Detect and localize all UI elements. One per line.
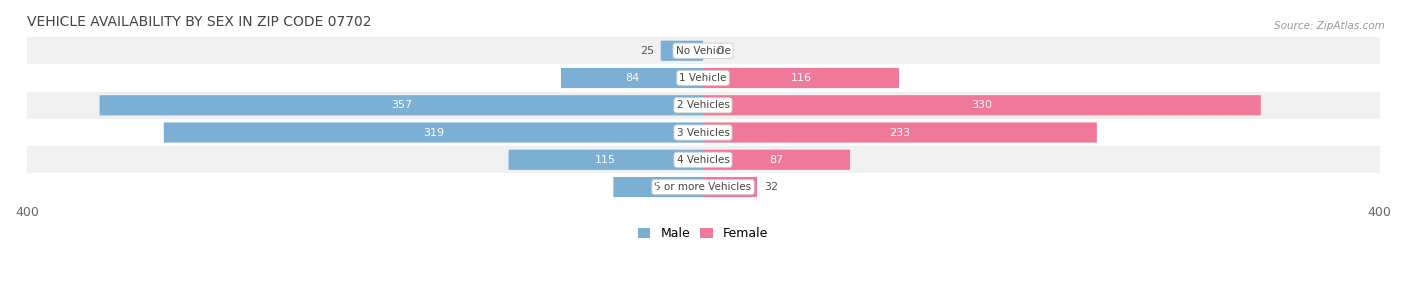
Text: 357: 357: [391, 100, 412, 110]
Text: 4 Vehicles: 4 Vehicles: [676, 155, 730, 165]
FancyBboxPatch shape: [613, 177, 703, 197]
Text: 1 Vehicle: 1 Vehicle: [679, 73, 727, 83]
Text: 233: 233: [890, 128, 911, 137]
Text: 2 Vehicles: 2 Vehicles: [676, 100, 730, 110]
Text: 115: 115: [595, 155, 616, 165]
Text: Source: ZipAtlas.com: Source: ZipAtlas.com: [1274, 21, 1385, 32]
Text: 0: 0: [717, 46, 724, 56]
FancyBboxPatch shape: [703, 122, 1097, 143]
Legend: Male, Female: Male, Female: [638, 227, 768, 240]
FancyBboxPatch shape: [163, 122, 703, 143]
Text: 32: 32: [763, 182, 778, 192]
Text: 84: 84: [624, 73, 640, 83]
Bar: [27, 64, 1379, 91]
FancyBboxPatch shape: [561, 68, 703, 88]
Text: 25: 25: [640, 46, 654, 56]
FancyBboxPatch shape: [703, 68, 898, 88]
Text: No Vehicle: No Vehicle: [675, 46, 731, 56]
FancyBboxPatch shape: [703, 177, 758, 197]
Bar: [27, 37, 1379, 64]
Text: 319: 319: [423, 128, 444, 137]
Bar: [27, 119, 1379, 146]
Text: 87: 87: [769, 155, 783, 165]
Text: 5 or more Vehicles: 5 or more Vehicles: [654, 182, 752, 192]
Text: 3 Vehicles: 3 Vehicles: [676, 128, 730, 137]
Bar: [27, 146, 1379, 174]
Text: VEHICLE AVAILABILITY BY SEX IN ZIP CODE 07702: VEHICLE AVAILABILITY BY SEX IN ZIP CODE …: [27, 15, 371, 29]
FancyBboxPatch shape: [703, 95, 1261, 115]
FancyBboxPatch shape: [703, 150, 851, 170]
FancyBboxPatch shape: [100, 95, 703, 115]
Text: 116: 116: [790, 73, 811, 83]
Text: 330: 330: [972, 100, 993, 110]
Text: 53: 53: [651, 182, 665, 192]
FancyBboxPatch shape: [509, 150, 703, 170]
Bar: [27, 91, 1379, 119]
Bar: [27, 174, 1379, 201]
FancyBboxPatch shape: [661, 41, 703, 61]
